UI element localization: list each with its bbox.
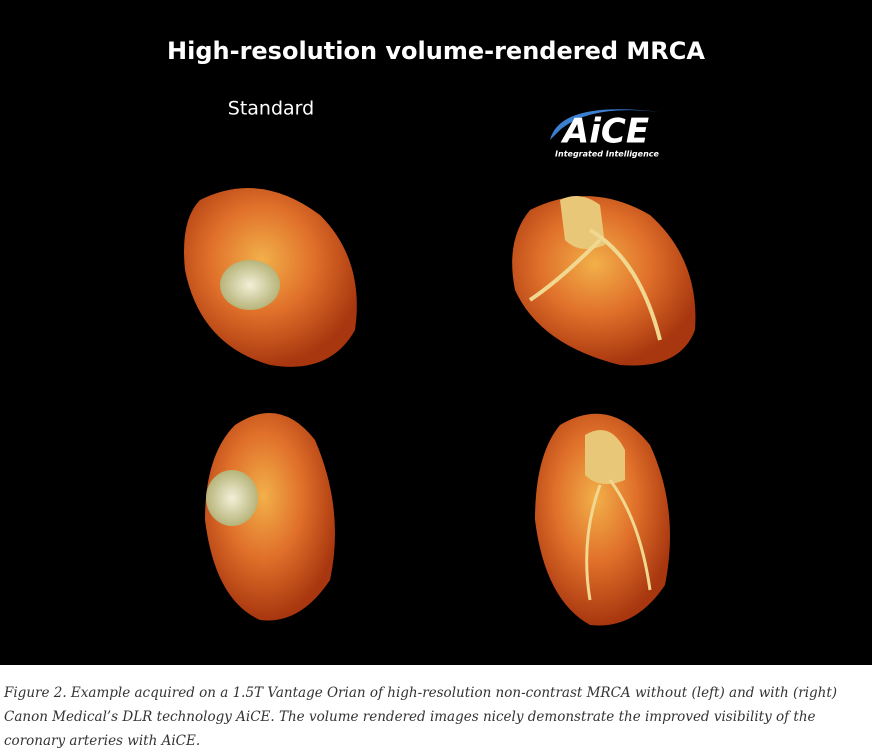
heart-aice-top [512,196,696,366]
heart-standard-bottom [205,413,335,621]
heart-standard-top [184,188,357,367]
figure-panel: High-resolution volume-rendered MRCA Sta… [0,0,872,665]
figure-title: High-resolution volume-rendered MRCA [167,37,705,65]
heart-aice-bottom [535,413,670,626]
left-label: Standard [228,98,314,120]
logo-tagline: Integrated Intelligence [555,150,659,159]
aice-logo: AiCE Integrated Intelligence [550,109,660,159]
caption-line: coronary arteries with AiCE. [4,733,201,749]
caption-line: Canon Medical’s DLR technology AiCE. The… [4,709,816,725]
logo-name: AiCE [560,112,649,152]
caption-line: Figure 2. Example acquired on a 1.5T Van… [4,685,838,701]
